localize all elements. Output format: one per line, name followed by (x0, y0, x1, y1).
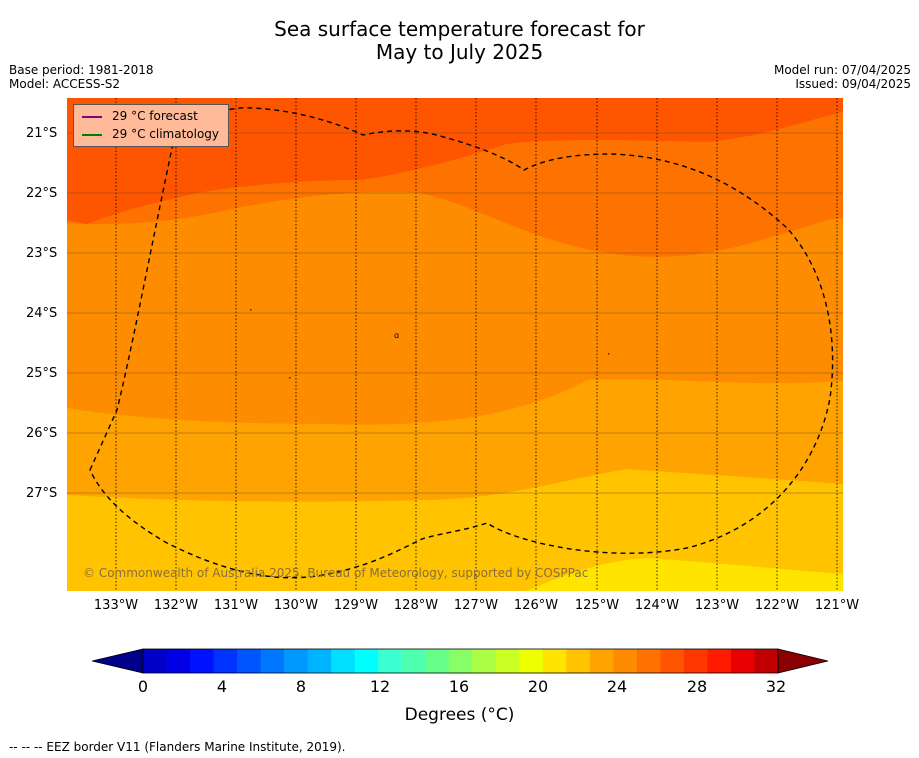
colorbar (91, 647, 829, 675)
colorbar-bin (730, 649, 755, 673)
colorbar-bin (260, 649, 285, 673)
colorbar-title: Degrees (°C) (404, 705, 515, 725)
model-name: Model: ACCESS-S2 (9, 77, 121, 91)
sst-map[interactable]: ɑ (67, 98, 843, 591)
base-period: Base period: 1981-2018 (9, 63, 154, 77)
lon-label: 127°W (453, 598, 499, 613)
lat-label: 26°S (26, 426, 58, 441)
colorbar-tick-label: 20 (527, 677, 549, 696)
eez-footnote: -- -- -- EEZ border V11 (Flanders Marine… (9, 740, 346, 754)
issued-date: Issued: 09/04/2025 (795, 77, 911, 91)
colorbar-bin (472, 649, 497, 673)
colorbar-tick-label: 32 (765, 677, 787, 696)
lon-label: 126°W (513, 598, 559, 613)
legend-forecast: 29 °C forecast (82, 108, 198, 124)
colorbar-bin (190, 649, 215, 673)
chart-title: Sea surface temperature forecast for May… (0, 18, 919, 64)
lon-label: 123°W (694, 598, 740, 613)
colorbar-tick-label: 24 (606, 677, 628, 696)
eez-border (89, 107, 834, 579)
lon-label: 125°W (574, 598, 620, 613)
colorbar-bin (495, 649, 520, 673)
colorbar-bin (401, 649, 426, 673)
lat-label: 24°S (26, 306, 58, 321)
lon-label: 129°W (333, 598, 379, 613)
lat-label: 27°S (26, 486, 58, 501)
colorbar-bin (284, 649, 309, 673)
colorbar-tick-label: 4 (216, 677, 228, 696)
island-marker: ɑ (394, 331, 399, 340)
title-line-2: May to July 2025 (375, 40, 544, 64)
copyright-notice: © Commonwealth of Australia 2025, Bureau… (83, 566, 589, 580)
graticule (115, 98, 838, 591)
colorbar-bin (354, 649, 379, 673)
lon-label: 128°W (393, 598, 439, 613)
legend-climatology-label: 29 °C climatology (112, 127, 220, 141)
island-marker (608, 353, 610, 355)
island-marker (289, 377, 291, 379)
climatology-swatch (82, 133, 102, 136)
colorbar-bin (331, 649, 356, 673)
latitude-lines (67, 132, 843, 494)
lat-label: 22°S (26, 186, 58, 201)
sst-contour-svg: ɑ (67, 98, 843, 591)
colorbar-bin (425, 649, 450, 673)
colorbar-tick-label: 16 (448, 677, 470, 696)
lon-label: 132°W (153, 598, 199, 613)
lat-label: 23°S (26, 246, 58, 261)
colorbar-bin (143, 649, 168, 673)
colorbar-bin (613, 649, 638, 673)
colorbar-bin (683, 649, 708, 673)
legend-forecast-label: 29 °C forecast (112, 109, 198, 123)
colorbar-extend-low (91, 648, 144, 674)
zone-29-30 (67, 98, 843, 224)
colorbar-bin (589, 649, 614, 673)
lat-label: 25°S (26, 366, 58, 381)
colorbar-bin (636, 649, 661, 673)
meta-right: Model run: 07/04/2025 Issued: 09/04/2025 (774, 63, 911, 91)
lon-label: 122°W (754, 598, 800, 613)
colorbar-tick-label: 28 (686, 677, 708, 696)
lon-label: 131°W (213, 598, 259, 613)
forecast-swatch (82, 115, 102, 118)
colorbar-bin (237, 649, 262, 673)
meta-left: Base period: 1981-2018 Model: ACCESS-S2 (9, 63, 154, 91)
colorbar-bin (707, 649, 732, 673)
colorbar-tick-label: 12 (369, 677, 391, 696)
colorbar-tick-label: 8 (295, 677, 307, 696)
colorbar-extend-high (777, 648, 829, 674)
zone-24-25 (527, 558, 843, 591)
colorbar-tick-label: 0 (137, 677, 149, 696)
colorbar-bin (660, 649, 685, 673)
title-line-1: Sea surface temperature forecast for (274, 17, 645, 41)
lon-label: 133°W (93, 598, 139, 613)
colorbar-svg (91, 648, 829, 674)
colorbar-bin (566, 649, 591, 673)
lon-label: 121°W (814, 598, 860, 613)
colorbar-bin (519, 649, 544, 673)
colorbar-bin (307, 649, 332, 673)
colorbar-bin (378, 649, 403, 673)
colorbar-bin (166, 649, 191, 673)
lat-label: 21°S (26, 126, 58, 141)
colorbar-bin (542, 649, 567, 673)
island-marker (250, 309, 252, 311)
colorbar-bin (448, 649, 473, 673)
colorbar-bin (754, 649, 779, 673)
lon-label: 124°W (634, 598, 680, 613)
legend-climatology: 29 °C climatology (82, 126, 219, 142)
map-legend: 29 °C forecast 29 °C climatology (73, 104, 229, 147)
colorbar-outline (142, 648, 779, 674)
model-run: Model run: 07/04/2025 (773, 63, 911, 77)
lon-label: 130°W (273, 598, 319, 613)
colorbar-bin (213, 649, 238, 673)
